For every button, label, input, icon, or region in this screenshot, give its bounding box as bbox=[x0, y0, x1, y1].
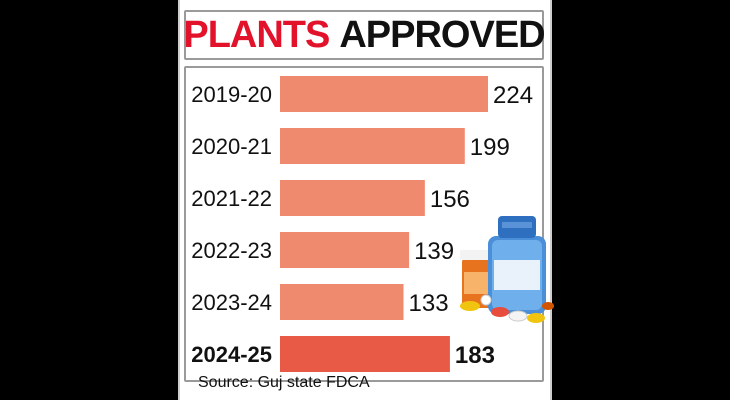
category-label: 2020-21 bbox=[191, 134, 272, 159]
bar bbox=[280, 76, 488, 112]
bar bbox=[280, 128, 465, 164]
title-banner: PLANTS APPROVED bbox=[183, 10, 546, 60]
value-label: 133 bbox=[409, 290, 449, 317]
bar bbox=[280, 180, 425, 216]
value-label: 224 bbox=[493, 82, 533, 109]
plot-frame bbox=[184, 66, 544, 382]
category-label: 2024-25 bbox=[191, 342, 272, 367]
bars-group: 2019-20 224 2020-21 199 2021-22 156 2022-23 139… bbox=[191, 76, 533, 372]
category-label: 2022-23 bbox=[191, 238, 272, 263]
category-label: 2021-22 bbox=[191, 186, 272, 211]
title-red-word: PLANTS bbox=[183, 13, 330, 56]
value-label: 139 bbox=[414, 238, 454, 265]
medicine-bottles-illustration bbox=[460, 216, 554, 323]
source-note: Source: Guj state FDCA bbox=[198, 374, 370, 391]
value-label: 183 bbox=[455, 342, 495, 369]
bar bbox=[280, 284, 404, 320]
category-label: 2019-20 bbox=[191, 82, 272, 107]
category-label: 2023-24 bbox=[191, 290, 272, 315]
value-label: 199 bbox=[470, 134, 510, 161]
infographic-card: PLANTS APPROVED Source: Guj state FDCA bbox=[178, 0, 552, 400]
bar bbox=[280, 336, 450, 372]
value-label: 156 bbox=[430, 186, 470, 213]
bar bbox=[280, 232, 410, 268]
title-black-word: APPROVED bbox=[339, 13, 545, 56]
